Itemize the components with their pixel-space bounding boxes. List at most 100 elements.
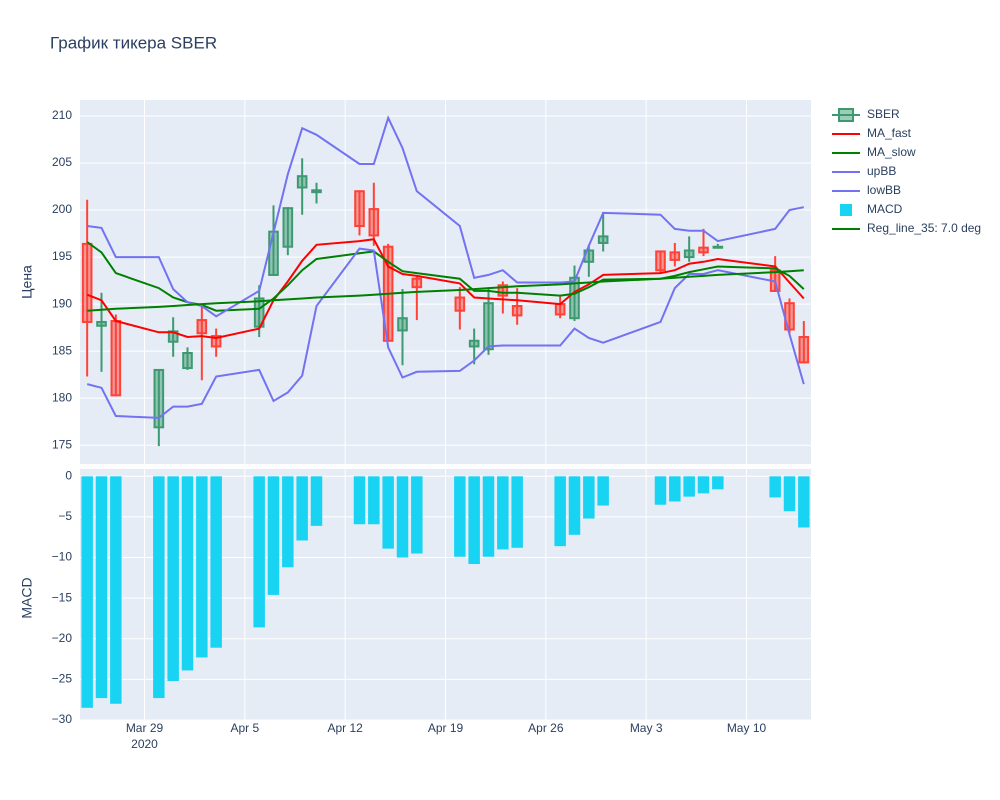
x-tick-year: 2020 <box>131 737 158 751</box>
x-tick-label: Apr 12 <box>327 721 363 735</box>
y-tick-label: −5 <box>58 509 72 523</box>
bar <box>783 476 796 512</box>
candle-body <box>110 320 122 397</box>
candle-body <box>153 368 165 429</box>
bar <box>597 476 609 506</box>
y-tick-label: 175 <box>52 437 72 451</box>
bar <box>353 476 366 525</box>
candle-body <box>282 207 294 248</box>
candle-body <box>397 317 408 332</box>
bar <box>167 476 179 682</box>
candle-body <box>554 303 566 316</box>
bar <box>683 476 695 497</box>
legend-label: SBER <box>867 107 900 121</box>
bar <box>382 476 394 549</box>
candle-body <box>210 335 222 348</box>
line-series <box>86 247 805 419</box>
bar <box>110 476 122 704</box>
y-tick-label: 190 <box>52 296 72 310</box>
candle-body <box>798 336 810 364</box>
candle-body <box>655 250 666 272</box>
legend-symbol <box>840 204 852 216</box>
bar <box>654 476 667 505</box>
bar <box>697 476 710 494</box>
y-tick-label: 180 <box>52 390 72 404</box>
x-tick-label: Apr 19 <box>428 721 464 735</box>
bar <box>769 476 781 498</box>
x-tick-label: Mar 29 <box>126 721 164 735</box>
y-tick-label: −15 <box>52 590 73 604</box>
legend-label: MA_slow <box>867 145 916 159</box>
legend-label: MA_fast <box>867 126 912 140</box>
legend-label: lowBB <box>867 183 901 197</box>
candle-body <box>669 251 681 261</box>
candle-body <box>268 230 279 276</box>
bar <box>267 476 280 595</box>
chart-title: График тикера SBER <box>50 33 217 52</box>
y-tick-label: −25 <box>52 672 73 686</box>
x-tick-label: May 10 <box>727 721 767 735</box>
candle-body <box>683 249 695 259</box>
candle-body <box>196 319 208 335</box>
bar <box>712 476 724 490</box>
bar <box>253 476 265 628</box>
legend-symbol <box>838 108 854 122</box>
legend-label: Reg_line_35: 7.0 deg <box>867 221 981 235</box>
y-tick-label: 0 <box>65 468 72 482</box>
y-tick-label: 185 <box>52 343 72 357</box>
bar <box>181 476 194 671</box>
candle-body <box>354 190 365 228</box>
line-series <box>87 269 804 312</box>
candle-body <box>96 320 107 327</box>
bar <box>554 476 566 547</box>
legend-label: upBB <box>867 164 896 178</box>
x-tick-label: May 3 <box>630 721 663 735</box>
bar <box>196 476 208 658</box>
bar <box>81 476 93 708</box>
candle-body <box>497 284 509 297</box>
bar <box>669 476 681 502</box>
bar <box>468 476 480 565</box>
bar <box>396 476 409 558</box>
bar <box>153 476 165 699</box>
candle-body <box>569 276 580 320</box>
candle-body <box>81 242 93 323</box>
candle-body <box>368 208 380 237</box>
y-tick-label: −10 <box>52 550 73 564</box>
candle-body <box>483 302 494 351</box>
y-tick-label: 210 <box>52 108 72 122</box>
candle-body <box>411 277 423 289</box>
x-tick-label: Apr 26 <box>528 721 564 735</box>
bar <box>282 476 294 568</box>
legend: SBER MA_fast MA_slow upBB lowBB MACD Reg_line_… <box>832 107 981 235</box>
bar <box>482 476 495 557</box>
x-tick-label: Apr 5 <box>230 721 259 735</box>
bar <box>411 476 423 554</box>
candle-body <box>296 175 308 189</box>
y-tick-label: 200 <box>52 202 72 216</box>
y-tick-label: 195 <box>52 249 72 263</box>
candle-body <box>454 296 466 312</box>
bar <box>95 476 108 699</box>
bar <box>583 476 595 519</box>
candle-body <box>511 304 523 317</box>
y-axis-title: Цена <box>19 265 35 299</box>
y-tick-label: 205 <box>52 155 72 169</box>
bar <box>511 476 523 548</box>
y-tick-label: −30 <box>52 712 73 726</box>
bar <box>568 476 581 535</box>
candle-body <box>182 352 193 370</box>
line-series <box>86 238 805 340</box>
candle-body <box>597 235 609 244</box>
bar <box>210 476 222 648</box>
candle-body <box>468 339 480 348</box>
bar <box>497 476 509 550</box>
candle-body <box>311 189 322 194</box>
y-tick-label: −20 <box>52 631 73 645</box>
bar <box>296 476 308 541</box>
bar <box>310 476 323 526</box>
bar <box>368 476 380 525</box>
candles <box>81 158 810 447</box>
y-axis-title: MACD <box>19 577 35 618</box>
candle-body <box>698 246 709 254</box>
